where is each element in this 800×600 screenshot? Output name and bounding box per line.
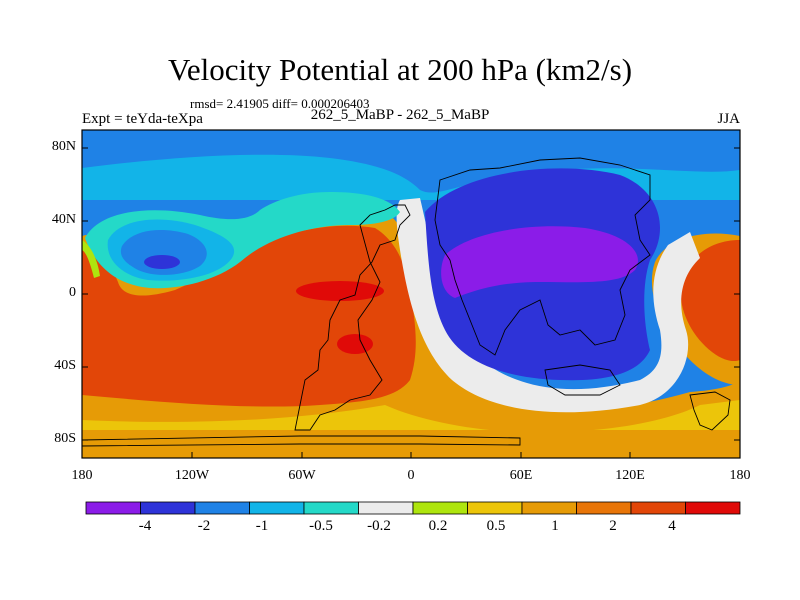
colorbar-swatch [521,501,577,515]
land-outlines [82,157,731,447]
lon-label-180e: 180 [729,468,751,483]
min-core-nw [144,255,180,269]
colorbar-swatch [140,501,196,515]
colorbar-label: 2 [609,518,617,534]
lat-label-0: 0 [69,285,76,300]
colorbar-swatch [467,501,523,515]
plot-title: Velocity Potential at 200 hPa (km2/s) [167,52,633,87]
lat-label-40s: 40S [54,358,76,373]
min-core-purple [441,226,638,298]
colorbar-label: -4 [138,518,152,534]
colorbar [85,501,741,515]
colorbar-swatch [412,501,468,515]
colorbar-swatch [194,501,250,515]
max-core-1 [296,281,384,301]
colorbar-label: -2 [197,518,211,534]
lon-label-120e: 120E [615,468,645,483]
contour-field [82,130,740,458]
lon-label-60e: 60E [509,468,533,483]
colorbar-swatch [630,501,686,515]
colorbar-swatch [249,501,305,515]
lon-label-120w: 120W [174,468,210,483]
experiment-label: Expt = teYda-teXpa [82,111,203,127]
colorbar-label: 0.5 [486,518,506,534]
positive-red-west [82,225,416,407]
lon-label-0: 0 [407,468,415,483]
colorbar-label: 4 [668,518,676,534]
lon-label-60w: 60W [288,468,316,483]
lat-label-80s: 80S [54,431,76,446]
colorbar-label: 0.2 [428,518,448,534]
max-core-2 [337,334,373,354]
lat-label-40n: 40N [51,212,76,227]
colorbar-swatch [358,501,414,515]
positive-east-red [680,240,740,362]
zero-contour-band [396,198,700,413]
season-label: JJA [717,111,740,127]
colorbar-label: -0.2 [367,518,391,534]
colorbar-label: -1 [255,518,269,534]
lon-label-180w: 180 [71,468,93,483]
colorbar-swatch [685,501,741,515]
case-label: 262_5_MaBP - 262_5_MaBP [310,107,490,123]
colorbar-swatch [303,501,359,515]
lat-label-80n: 80N [51,139,76,154]
positive-green-sliver-w [82,240,100,278]
stats-line: rmsd= 2.41905 diff= 0.000206403 [190,96,370,111]
colorbar-swatch [85,501,141,515]
positive-yellow-south [82,400,740,433]
colorbar-swatch [576,501,632,515]
colorbar-label: -0.5 [309,518,333,534]
colorbar-label: 1 [551,518,559,534]
negative-blue-nw [120,230,207,275]
axis-ticks [81,147,741,458]
